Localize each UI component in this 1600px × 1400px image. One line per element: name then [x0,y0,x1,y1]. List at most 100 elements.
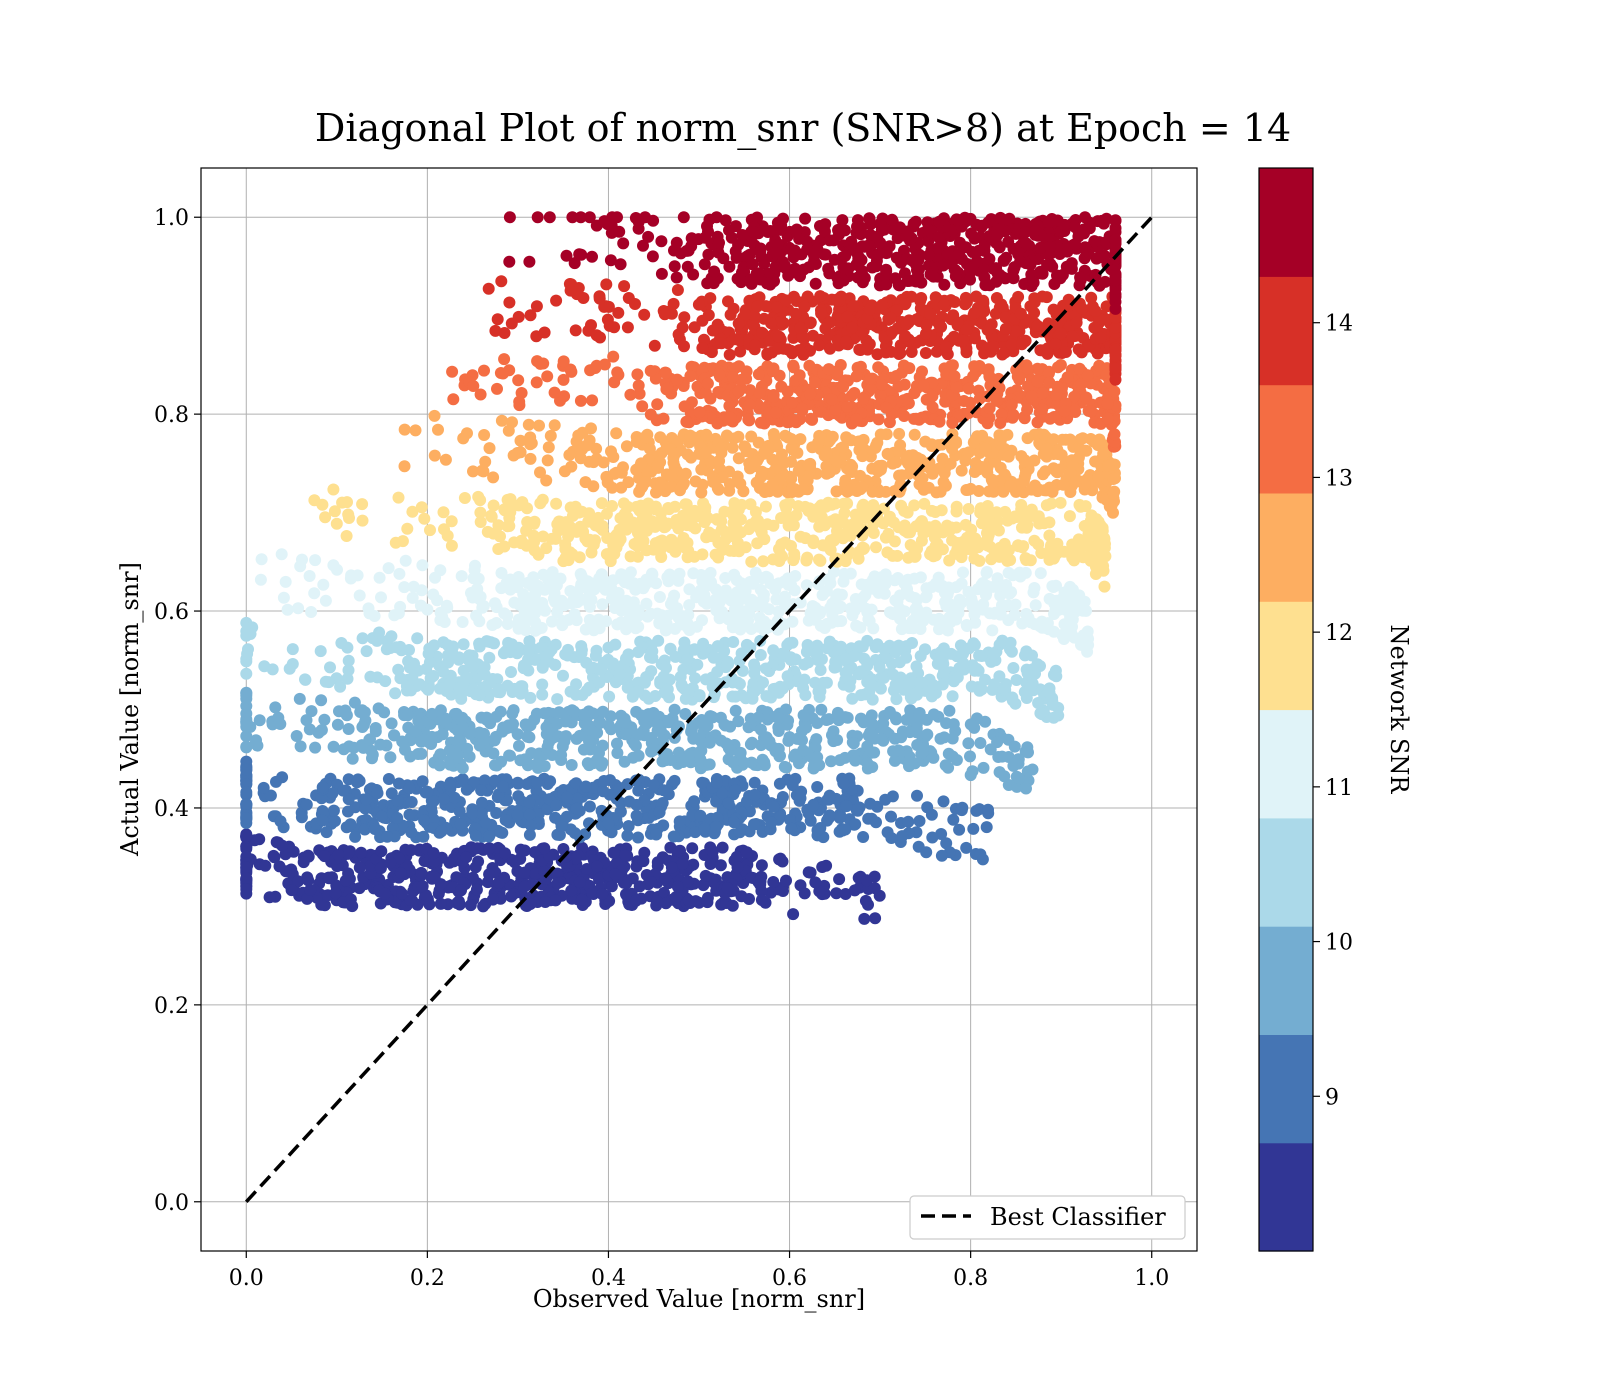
scatter-point [543,646,556,659]
scatter-point [754,878,767,891]
scatter-point [501,609,514,622]
scatter-point [323,872,335,885]
scatter-point [1093,433,1106,446]
scatter-point [583,759,596,772]
scatter-point [255,553,268,566]
scatter-point [1020,608,1033,620]
scatter-point [610,427,623,440]
scatter-point [987,580,1000,593]
scatter-point [1043,376,1056,389]
scatter-point [467,380,480,392]
scatter-point [272,711,285,724]
scatter-point [757,676,769,689]
scatter-point [461,742,474,755]
scatter-point [441,601,454,614]
scatter-point [544,429,557,442]
scatter-point [560,730,572,743]
scatter-point [523,635,536,647]
scatter-point [452,749,464,762]
scatter-point [811,824,824,837]
scatter-point [555,754,568,766]
scatter-point [1032,510,1045,523]
scatter-point [334,680,347,693]
scatter-point [382,562,395,575]
scatter-point [1022,746,1034,759]
scatter-point [705,530,718,543]
scatter-point [632,749,645,762]
scatter-point [826,430,839,443]
scatter-point [622,820,635,833]
scatter-point [1101,397,1114,410]
scatter-point [820,446,833,459]
scatter-point [685,723,698,735]
scatter-point [726,371,739,383]
scatter-point [263,891,276,904]
scatter-point [920,589,933,602]
scatter-point [1019,467,1032,480]
scatter-point [469,829,482,842]
scatter-point [979,673,991,686]
scatter-point [240,755,253,768]
scatter-point [927,550,940,563]
scatter-point [385,717,398,730]
scatter-point [835,640,847,653]
scatter-point [297,856,310,869]
scatter-point [528,515,541,528]
scatter-point [986,683,999,696]
scatter-point [667,830,680,843]
scatter-point [714,859,727,872]
scatter-point [574,582,587,595]
scatter-point [902,574,914,586]
scatter-point [557,373,570,386]
scatter-point [1047,433,1060,446]
scatter-point [393,777,405,790]
scatter-point [570,777,583,790]
scatter-point [586,887,599,900]
scatter-point [489,597,501,610]
scatter-point [575,570,588,583]
scatter-point [473,615,486,628]
scatter-point [913,815,926,827]
scatter-point [710,513,723,526]
scatter-point [392,607,405,620]
scatter-point [950,381,963,394]
scatter-point [979,442,992,455]
scatter-point [433,759,446,772]
scatter-point [678,400,691,413]
scatter-point [573,551,586,564]
scatter-point [469,861,482,874]
scatter-point [523,808,536,821]
scatter-point [418,814,431,827]
scatter-point [353,861,366,874]
scatter-point [895,499,908,512]
scatter-point [727,756,740,769]
scatter-point [631,550,644,563]
scatter-point [870,541,882,554]
scatter-point [870,816,882,829]
scatter-point [392,491,405,504]
scatter-point [624,566,637,579]
scatter-point [581,439,593,452]
scatter-point [759,500,772,513]
scatter-point [673,567,686,580]
scatter-point [892,639,905,652]
scatter-point [423,656,436,669]
scatter-point [753,611,766,624]
scatter-point [787,554,800,567]
scatter-point [240,786,253,799]
scatter-point [783,637,796,650]
scatter-point [681,875,694,888]
scatter-point [1027,586,1040,599]
scatter-point [426,707,438,720]
scatter-point [240,740,253,753]
scatter-point [460,671,473,684]
scatter-point [613,668,626,681]
scatter-point [490,759,503,772]
scatter-point [580,863,593,875]
scatter-point [511,776,524,789]
scatter-point [829,454,842,467]
scatter-point [1034,707,1047,720]
scatter-point [574,394,587,407]
scatter-point [895,623,908,636]
scatter-point [1005,398,1018,411]
